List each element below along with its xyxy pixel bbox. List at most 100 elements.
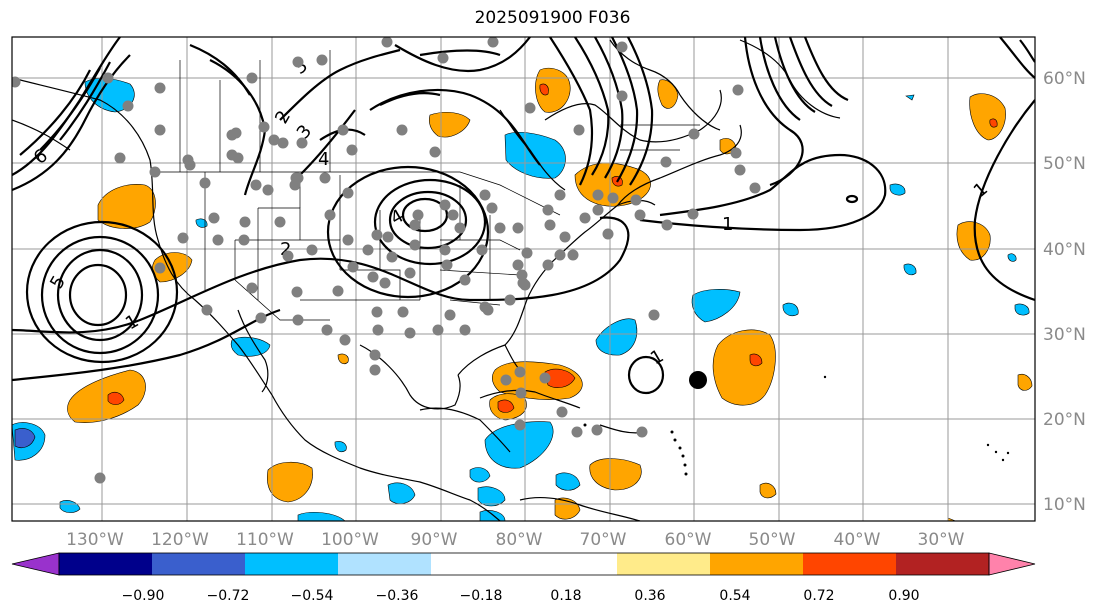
station-marker xyxy=(500,374,512,386)
map-content: 1 2 3 4 5 6 1 1 1 2 3 4 xyxy=(12,37,1035,521)
station-marker xyxy=(687,208,699,220)
station-marker xyxy=(362,244,374,256)
colorbar-segment xyxy=(59,553,153,575)
station-marker xyxy=(379,277,391,289)
station-marker xyxy=(554,249,566,261)
station-marker xyxy=(504,294,516,306)
station-marker xyxy=(122,100,134,112)
station-marker xyxy=(208,212,220,224)
station-marker xyxy=(255,312,267,324)
station-marker xyxy=(154,82,166,94)
station-marker xyxy=(102,72,114,84)
colorbar-segment xyxy=(152,553,246,575)
station-marker xyxy=(634,209,646,221)
station-marker xyxy=(346,144,358,156)
colorbar-tick-label: −0.18 xyxy=(460,588,503,604)
colorbar-segment xyxy=(431,553,525,575)
station-marker xyxy=(367,271,379,283)
station-marker xyxy=(321,324,333,336)
contour-label: 1 xyxy=(722,214,733,235)
station-marker xyxy=(397,306,409,318)
station-marker xyxy=(277,137,289,149)
station-marker xyxy=(369,349,381,361)
station-marker xyxy=(409,219,421,231)
colorbar-arrow-right xyxy=(988,552,1036,576)
map-title: 2025091900 F036 xyxy=(474,8,631,28)
station-marker xyxy=(439,244,451,256)
station-marker xyxy=(447,209,459,221)
lat-label: 40°N xyxy=(1043,240,1086,260)
station-marker xyxy=(515,387,527,399)
station-marker xyxy=(342,234,354,246)
coastlines xyxy=(12,39,841,521)
station-marker xyxy=(371,306,383,318)
station-marker xyxy=(607,192,619,204)
station-marker xyxy=(396,124,408,136)
station-marker xyxy=(542,204,554,216)
station-marker xyxy=(381,37,393,48)
station-marker xyxy=(114,152,126,164)
lon-label: 100°W xyxy=(321,530,379,550)
station-marker xyxy=(441,259,453,271)
lon-label: 40°W xyxy=(834,530,881,550)
colorbar-tick-labels: −0.90 −0.72 −0.54 −0.36 −0.18 0.18 0.36 … xyxy=(122,588,920,604)
station-marker xyxy=(404,327,416,339)
lat-label: 60°N xyxy=(1043,69,1086,89)
colorbar-tick-label: 0.36 xyxy=(634,588,665,604)
colorbar-tick-label: 0.54 xyxy=(719,588,750,604)
colorbar-tick-label: 0.72 xyxy=(803,588,834,604)
station-marker xyxy=(238,234,250,246)
station-marker xyxy=(592,189,604,201)
station-marker xyxy=(432,324,444,336)
station-marker xyxy=(591,424,603,436)
station-marker xyxy=(437,52,449,64)
lon-label: 120°W xyxy=(151,530,209,550)
station-marker xyxy=(382,231,394,243)
lat-label: 20°N xyxy=(1043,410,1086,430)
station-marker xyxy=(199,177,211,189)
station-marker xyxy=(337,124,349,136)
station-marker xyxy=(636,426,648,438)
map-frame xyxy=(11,36,1036,522)
colorbar-tick-label: −0.54 xyxy=(291,588,334,604)
station-marker xyxy=(316,54,328,66)
colorbar-segment xyxy=(245,553,339,575)
colorbar xyxy=(11,552,1036,576)
station-marker xyxy=(12,76,21,88)
station-marker xyxy=(567,249,579,261)
station-marker xyxy=(571,426,583,438)
colorbar-segment xyxy=(710,553,804,575)
station-marker xyxy=(404,267,416,279)
station-marker xyxy=(289,179,301,191)
station-marker xyxy=(291,286,303,298)
station-marker xyxy=(734,164,746,176)
station-marker xyxy=(514,366,526,378)
station-marker xyxy=(514,419,526,431)
station-marker xyxy=(371,229,383,241)
station-marker xyxy=(556,406,568,418)
station-marker xyxy=(661,219,673,231)
lon-label: 110°W xyxy=(236,530,294,550)
colorbar-segment xyxy=(617,553,711,575)
station-marker xyxy=(246,72,258,84)
station-marker xyxy=(232,152,244,164)
lon-label: 90°W xyxy=(411,530,458,550)
station-marker xyxy=(479,301,491,313)
station-marker xyxy=(616,41,628,53)
colorbar-arrow-left xyxy=(11,552,60,576)
station-marker xyxy=(292,56,304,68)
station-marker xyxy=(282,250,294,262)
station-marker xyxy=(519,279,531,291)
lon-label: 80°W xyxy=(496,530,543,550)
colorbar-tick-label: −0.72 xyxy=(207,588,250,604)
station-marker xyxy=(262,184,274,196)
station-marker xyxy=(439,199,451,211)
station-marker xyxy=(454,222,466,234)
station-marker xyxy=(94,472,106,484)
colorbar-tick-label: 0.18 xyxy=(550,588,581,604)
station-marker xyxy=(516,269,528,281)
station-marker xyxy=(258,121,270,133)
contour-label: 2 xyxy=(280,239,291,260)
station-marker xyxy=(648,309,660,321)
